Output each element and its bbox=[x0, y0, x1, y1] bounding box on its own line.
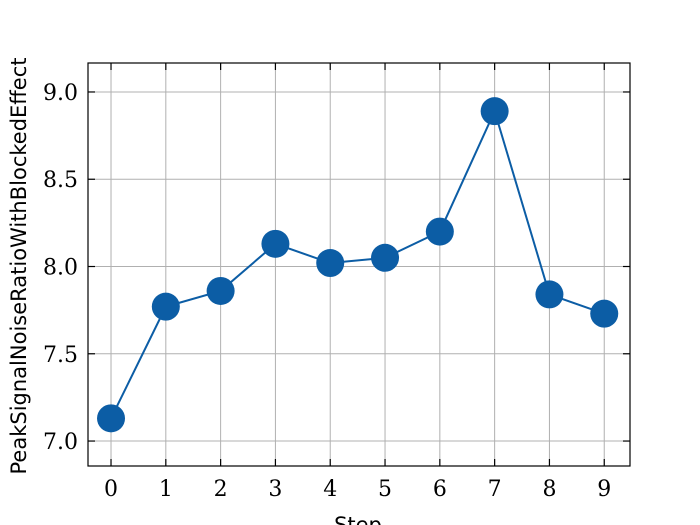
x-tick-label: 1 bbox=[159, 477, 173, 502]
x-tick-label: 2 bbox=[214, 477, 228, 502]
y-tick-label: 8.0 bbox=[43, 256, 78, 281]
x-tick-label: 8 bbox=[542, 477, 556, 502]
x-tick-label: 0 bbox=[104, 477, 118, 502]
x-tick-label: 9 bbox=[597, 477, 611, 502]
point bbox=[151, 292, 180, 321]
point bbox=[590, 299, 619, 328]
y-axis-label: PeakSignalNoiseRatioWithBlockedEffect bbox=[7, 58, 31, 475]
y-tick-label: 7.0 bbox=[43, 430, 78, 455]
point bbox=[480, 97, 509, 126]
point bbox=[261, 229, 290, 258]
y-tick-label: 8.5 bbox=[43, 168, 78, 193]
series-line bbox=[110, 108, 605, 419]
y-tick-label: 9.0 bbox=[43, 81, 78, 106]
x-tick-label: 3 bbox=[268, 477, 282, 502]
point bbox=[97, 404, 126, 433]
x-tick-label: 6 bbox=[433, 477, 447, 502]
x-tick-label: 7 bbox=[488, 477, 502, 502]
x-tick-label: 5 bbox=[378, 477, 392, 502]
point bbox=[206, 276, 235, 305]
point bbox=[535, 280, 564, 309]
y-tick-label: 7.5 bbox=[43, 343, 78, 368]
point bbox=[316, 249, 345, 278]
point bbox=[425, 217, 454, 246]
point bbox=[371, 243, 400, 272]
x-axis-label: Step bbox=[334, 513, 382, 525]
plot-frame bbox=[87, 62, 631, 467]
x-tick-label: 4 bbox=[323, 477, 337, 502]
